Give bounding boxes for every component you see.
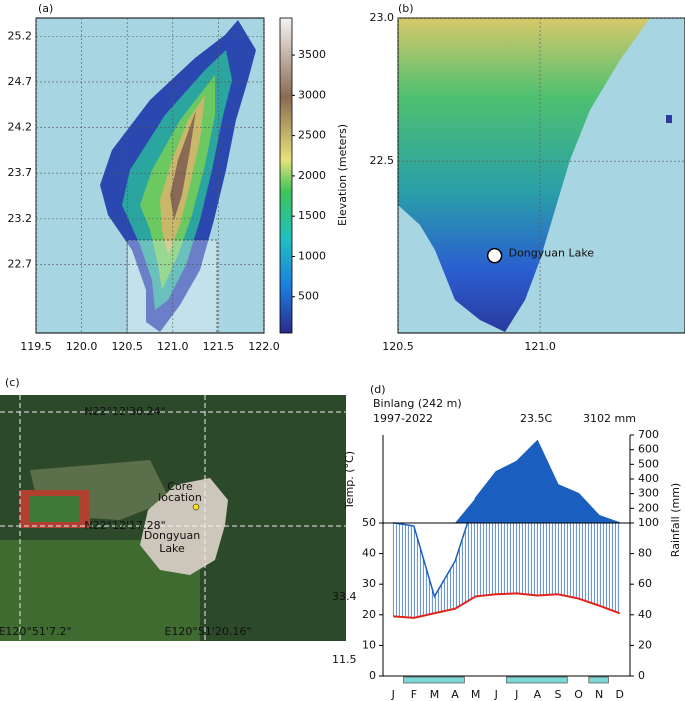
x-tick-label: N [595,688,603,701]
y-tick-label: 50 [362,516,376,529]
y-tick-label: 23.0 [370,11,395,24]
lon-label: E120°51'7.2" [0,625,72,638]
y2-tick-label: 200 [638,501,659,514]
lake-label: Dongyuan [144,529,200,542]
x-tick-label: J [391,688,395,701]
y-tick-label: 20 [362,608,376,621]
colorbar-tick-label: 3000 [298,88,326,101]
y-axis-title: Temp. (°C) [343,451,356,510]
x-tick-label: J [494,688,498,701]
lon-label: E120°51'20.16" [164,625,251,638]
panel-label: (c) [5,376,20,389]
month-marker [506,676,568,684]
zoom-box [126,239,218,334]
colorbar-tick-label: 1000 [298,249,326,262]
station: Binlang (242 m) [373,397,462,410]
y-tick-label: 0 [369,669,376,682]
x-tick-label: A [451,688,459,701]
colorbar-tick-label: 1500 [298,209,326,222]
x-tick-label: S [554,688,561,701]
core-label: Core [167,480,193,493]
y-tick-label: 23.7 [8,166,33,179]
y2-tick-label: 20 [638,638,652,651]
y2-tick-label: 600 [638,443,659,456]
y2-tick-label: 40 [638,608,652,621]
field-inner [30,496,80,522]
x-tick-label: 122.0 [248,340,280,353]
panel-label: (d) [370,383,386,396]
colorbar [279,17,293,334]
y2-tick-label: 80 [638,547,652,560]
annotation: 33.4 [332,590,357,603]
colorbar-tick-label: 2500 [298,129,326,142]
y2-tick-label: 400 [638,472,659,485]
annotation: 11.5 [332,653,357,666]
month-marker [588,676,609,684]
y-tick-label: 25.2 [8,29,33,42]
x-tick-label: 119.5 [20,340,52,353]
y-tick-label: 24.2 [8,121,33,134]
panel-label: (b) [398,2,414,15]
y-tick-label: 30 [362,577,376,590]
x-tick-label: A [534,688,542,701]
mean-temp: 23.5C [520,412,552,425]
y2-tick-label: 100 [638,516,659,529]
peaks [170,110,196,220]
x-tick-label: 120.0 [66,340,98,353]
colorbar-tick-label: 2000 [298,169,326,182]
y-tick-label: 40 [362,547,376,560]
rain-surplus-area [393,440,620,523]
y-tick-label: 10 [362,638,376,651]
y-tick-label: 22.7 [8,258,33,271]
x-tick-label: 121.5 [203,340,235,353]
rain-line [393,439,620,599]
x-tick-label: 121.0 [157,340,189,353]
y-tick-label: 22.5 [370,154,395,167]
y2-tick-label: 60 [638,577,652,590]
x-tick-label: M [430,688,440,701]
panel-label: (a) [38,2,53,15]
x-tick-label: O [574,688,583,701]
temp-line [393,592,621,619]
colorbar-label: Elevation (meters) [336,124,349,226]
lat-label: N22°12'30.24" [84,405,165,418]
land [398,18,650,332]
lat-label: N22°12'17.28" [84,519,165,532]
x-tick-label: M [471,688,481,701]
islet [666,115,672,123]
period: 1997-2022 [373,412,433,425]
y-tick-label: 23.2 [8,212,33,225]
y2-tick-label: 300 [638,487,659,500]
panel-c: (c) N22°12'30.24" N22°12'17.28" E120°51'7.2… [0,376,346,641]
y2-tick-label: 0 [638,669,645,682]
x-tick-label: 120.5 [382,340,414,353]
x-tick-label: F [411,688,417,701]
colorbar-tick-label: 3500 [298,48,326,61]
site-label: Dongyuan Lake [509,247,595,260]
panel-b: (b) 120.5 121.0 23.0 22.5 Dongyuan Lake [370,2,685,353]
colorbar-tick-label: 500 [298,290,319,303]
y2-tick-label: 500 [638,457,659,470]
annual-rain: 3102 mm [583,412,636,425]
x-tick-label: 121.0 [524,340,556,353]
month-marker [403,676,465,684]
panel-a: (a) 119.5 120.0 120.5 121.0 121.5 122.0 25.2 24.… [8,2,350,353]
x-tick-label: 120.5 [111,340,143,353]
core-label: location [158,491,202,504]
panel-d: 0102030405002040608010020030040050060070… [332,383,682,701]
core-point [192,503,200,511]
lake-label: Lake [159,542,185,555]
site-marker [486,247,503,264]
x-tick-label: D [615,688,623,701]
y2-axis-title: Rainfall (mm) [669,483,682,557]
x-tick-label: J [514,688,518,701]
y2-tick-label: 700 [638,428,659,441]
y-tick-label: 24.7 [8,75,33,88]
